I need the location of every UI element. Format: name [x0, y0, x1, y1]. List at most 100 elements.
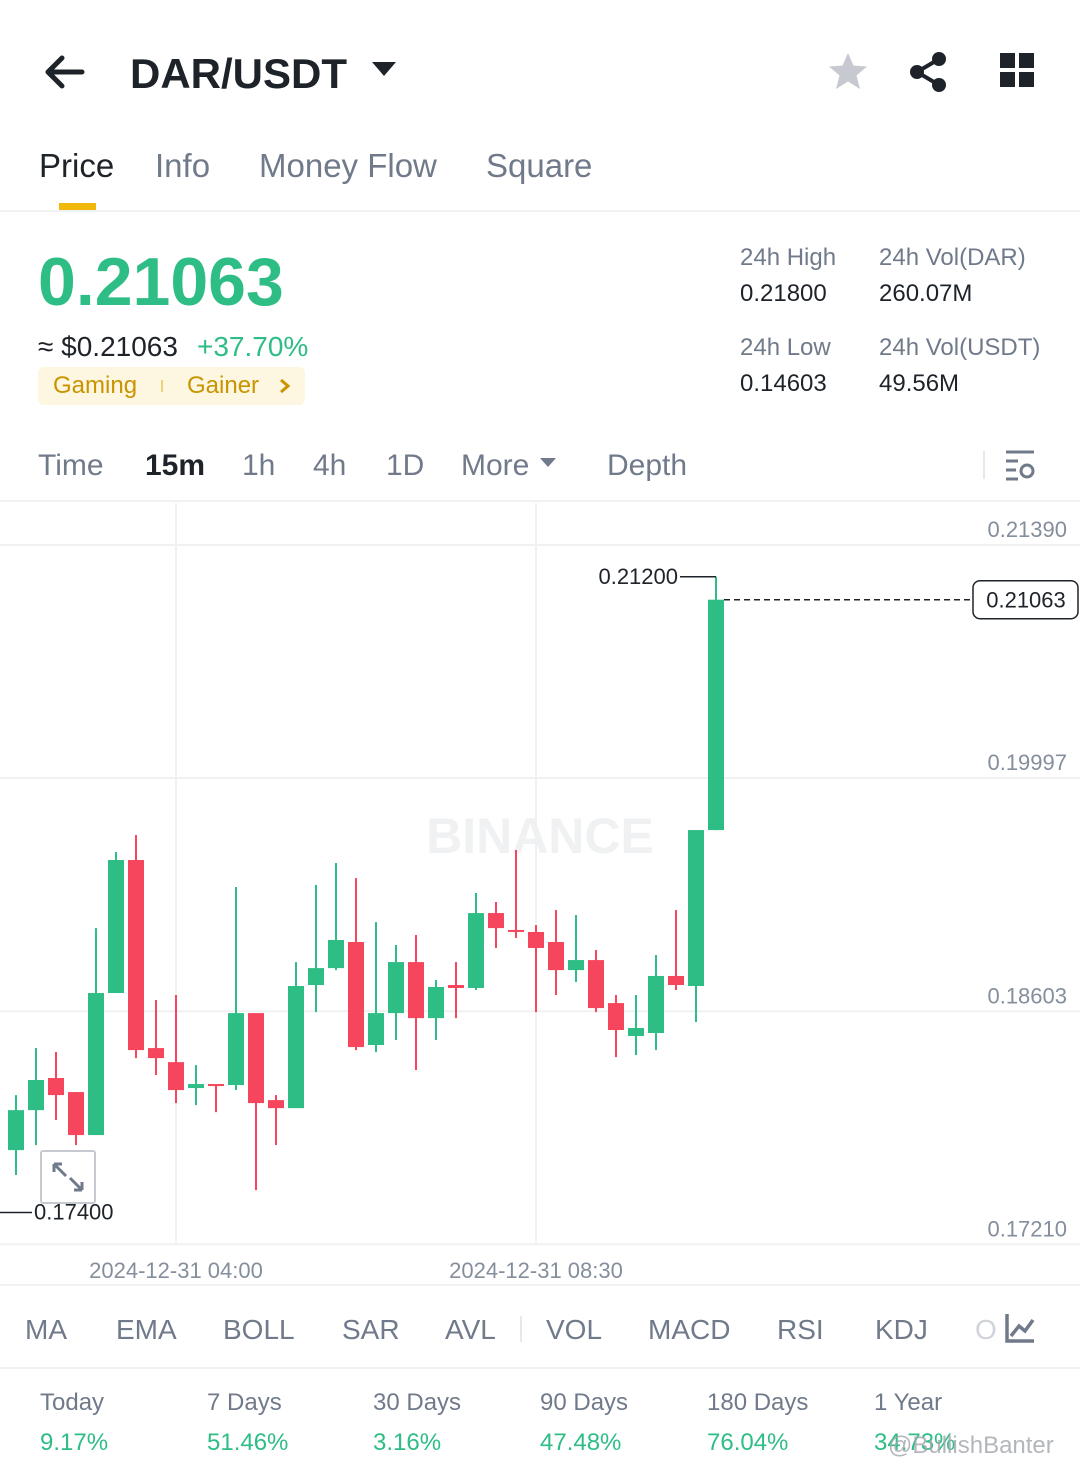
stat-label: 24h Low — [740, 334, 831, 361]
period-label: 180 Days — [707, 1389, 809, 1416]
candle-body — [668, 975, 684, 985]
back-button[interactable] — [40, 50, 90, 94]
tag[interactable]: Gaming — [53, 372, 138, 399]
indicator[interactable]: AVL — [445, 1314, 496, 1345]
indicator[interactable]: MACD — [648, 1314, 731, 1345]
divider — [0, 1284, 1080, 1286]
candle-body — [528, 931, 544, 949]
candle-body — [228, 1013, 244, 1086]
candle-body — [488, 913, 504, 929]
candle-body — [628, 1027, 644, 1037]
stat-value: 0.21800 — [740, 280, 827, 307]
candle-body — [268, 1100, 284, 1109]
stat-label: 24h High — [740, 244, 837, 271]
indicator[interactable]: SAR — [342, 1314, 400, 1345]
period-label: 7 Days — [207, 1389, 282, 1416]
divider — [0, 210, 1080, 212]
candle-body — [408, 962, 424, 1019]
tab-active[interactable]: Price — [39, 147, 115, 184]
candle-body — [708, 599, 724, 831]
tab[interactable]: Info — [155, 147, 211, 184]
tab-indicator — [59, 203, 96, 210]
candle-body — [648, 975, 664, 1034]
price-change: +37.70% — [197, 331, 309, 362]
chevron — [280, 378, 291, 394]
layout-icon[interactable] — [1000, 53, 1036, 89]
y-tick-label: 0.21390 — [987, 517, 1067, 542]
candle-body — [8, 1110, 24, 1151]
chart-settings-icon[interactable] — [1004, 448, 1038, 482]
period-label: Today — [40, 1389, 105, 1416]
share-icon[interactable] — [906, 50, 950, 94]
more-caret — [540, 458, 556, 467]
candle-body — [428, 987, 444, 1019]
tag-separator — [161, 380, 163, 392]
candle-body — [168, 1062, 184, 1091]
indicator[interactable]: RSI — [777, 1314, 824, 1345]
indicator[interactable]: VOL — [546, 1314, 603, 1345]
period-change: 51.46% — [207, 1429, 289, 1456]
x-tick-label: 2024-12-31 04:00 — [89, 1258, 263, 1283]
stat-label: 24h Vol(USDT) — [879, 334, 1041, 361]
candle-body — [388, 962, 404, 1014]
stat-value: 260.07M — [879, 280, 973, 307]
stat-value: 49.56M — [879, 370, 960, 397]
high-marker-label: 0.21200 — [598, 564, 678, 589]
candle-body — [88, 993, 104, 1136]
favorite-icon[interactable] — [826, 50, 870, 94]
candle-body — [108, 860, 124, 994]
watermark: BINANCE — [426, 808, 654, 864]
candle-body — [608, 1003, 624, 1030]
usd-price: ≈ $0.21063 — [38, 331, 178, 362]
candle-body — [568, 960, 584, 971]
divider — [0, 500, 1080, 502]
interval[interactable]: Time — [38, 449, 104, 482]
indicator[interactable]: O — [975, 1314, 997, 1345]
period-label: 1 Year — [874, 1389, 943, 1416]
candle-body — [468, 913, 484, 989]
period-label: 90 Days — [540, 1389, 629, 1416]
candle-body — [548, 941, 564, 971]
interval-active[interactable]: 15m — [145, 449, 206, 482]
x-tick-label: 2024-12-31 08:30 — [449, 1258, 623, 1283]
candle-body — [448, 984, 464, 989]
period-change: 76.04% — [707, 1429, 789, 1456]
period-change: 34.73% — [874, 1429, 956, 1456]
y-tick-label: 0.18603 — [987, 983, 1067, 1008]
indicator-settings-icon[interactable] — [1004, 1312, 1036, 1344]
tab[interactable]: Square — [486, 147, 593, 184]
candle-body — [128, 860, 144, 1051]
indicator[interactable]: KDJ — [875, 1314, 928, 1345]
last-price-label: 0.21063 — [986, 588, 1066, 613]
candle-body — [368, 1013, 384, 1046]
candle-body — [28, 1080, 44, 1111]
interval[interactable]: 1h — [242, 449, 276, 482]
expand-button[interactable] — [40, 1150, 96, 1204]
indicator[interactable]: EMA — [116, 1314, 177, 1345]
interval[interactable]: More — [461, 449, 530, 482]
stat-value: 0.14603 — [740, 370, 827, 397]
interval[interactable]: Depth — [607, 449, 688, 482]
candle-body — [148, 1048, 164, 1059]
candle-body — [508, 929, 524, 932]
candle-body — [208, 1084, 224, 1087]
last-price-box — [972, 579, 1079, 620]
indicator[interactable]: MA — [25, 1314, 67, 1345]
interval[interactable]: 4h — [313, 449, 347, 482]
period-change: 47.48% — [540, 1429, 622, 1456]
pair-title[interactable]: DAR/USDT — [130, 50, 347, 97]
indicator[interactable]: BOLL — [223, 1314, 295, 1345]
period-label: 30 Days — [373, 1389, 462, 1416]
pair-dropdown[interactable] — [370, 60, 398, 80]
candle-body — [688, 830, 704, 986]
period-change: 9.17% — [40, 1429, 109, 1456]
candle-body — [248, 1013, 264, 1104]
last-price: 0.21063 — [38, 244, 284, 320]
tab[interactable]: Money Flow — [259, 147, 437, 184]
candle-body — [328, 939, 344, 969]
tag[interactable]: Gainer — [187, 372, 260, 399]
interval[interactable]: 1D — [386, 449, 425, 482]
tag-box[interactable] — [38, 367, 305, 405]
candle-body — [68, 1092, 84, 1136]
